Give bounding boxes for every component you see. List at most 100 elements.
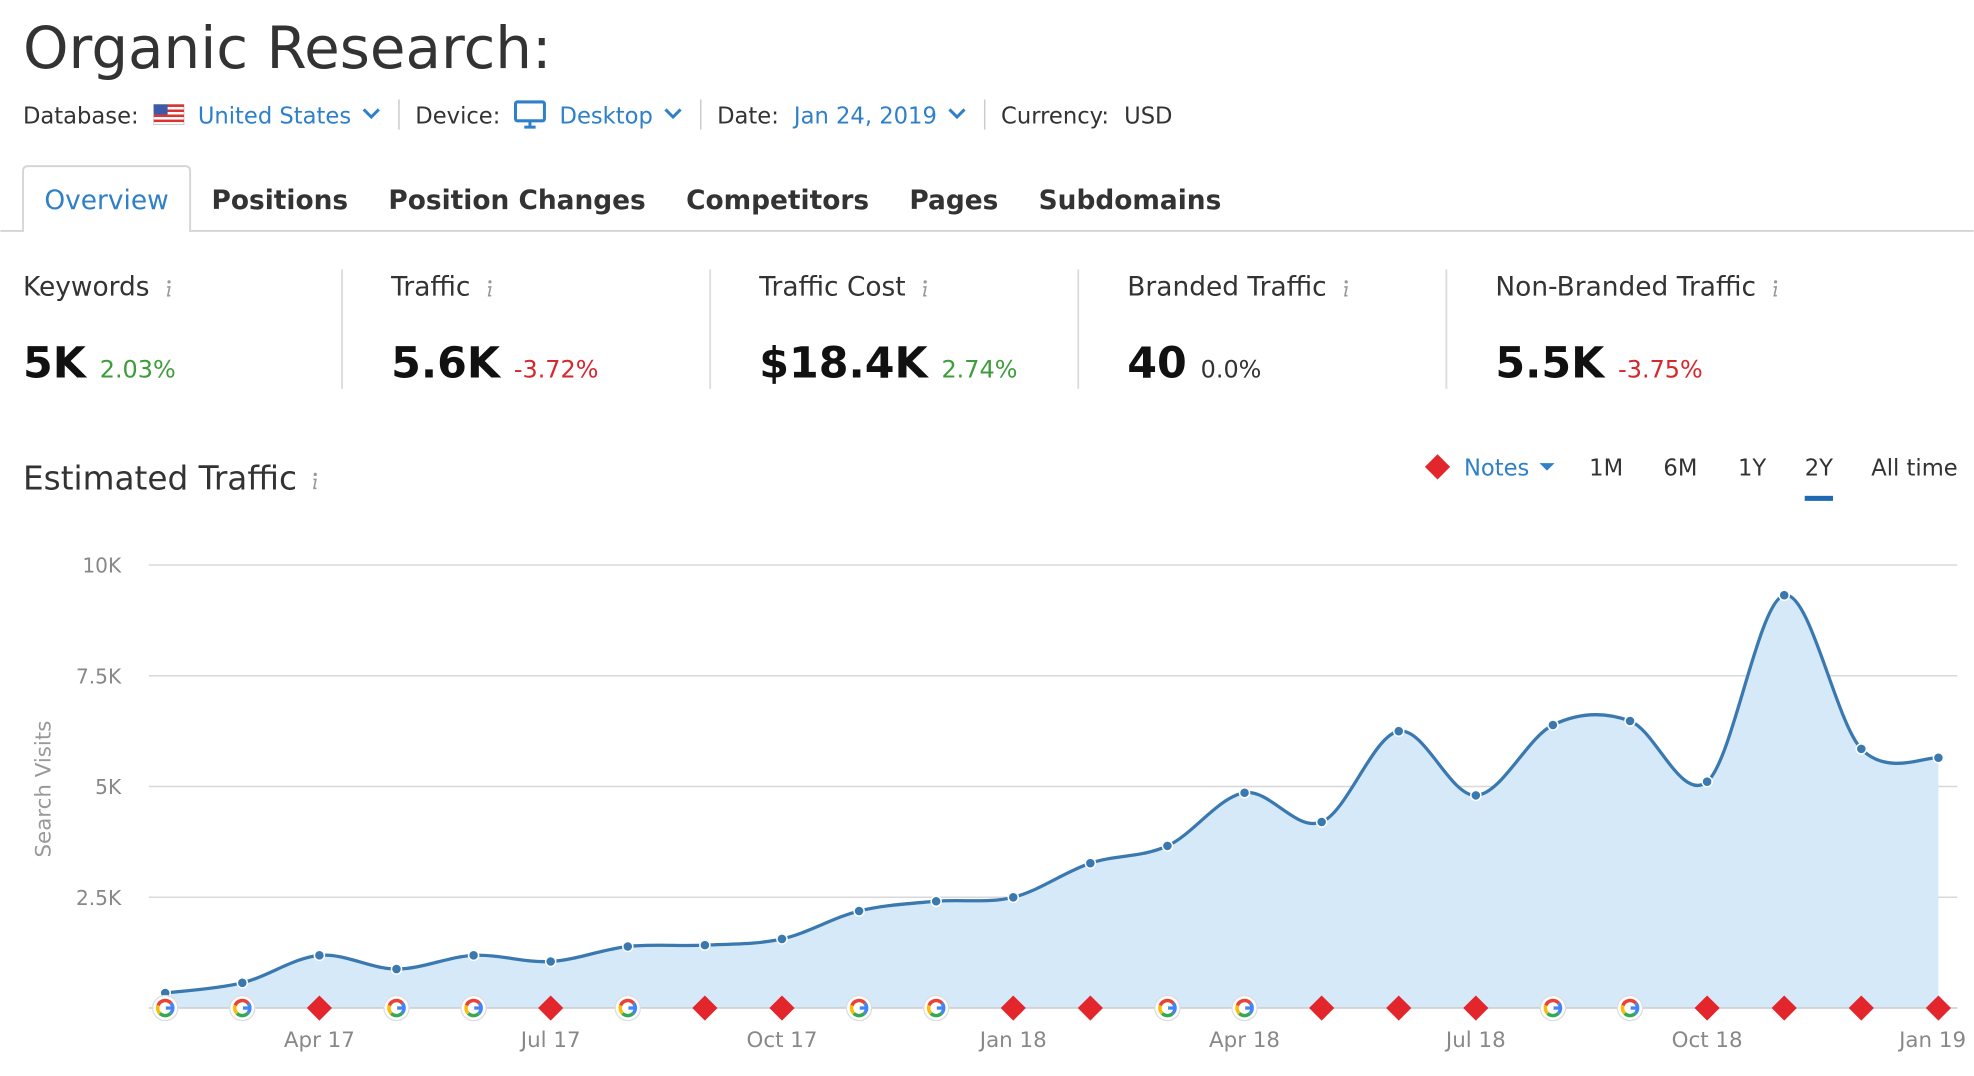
chevron[interactable] [664, 108, 682, 120]
point[interactable] [1392, 725, 1405, 737]
point[interactable] [467, 949, 480, 962]
note-marker[interactable] [1848, 995, 1874, 1021]
point[interactable] [1161, 840, 1174, 852]
chevron[interactable] [948, 108, 966, 120]
google-update-marker[interactable] [845, 994, 873, 1022]
x-tick-label: Jul 17 [519, 1028, 581, 1053]
point[interactable] [1470, 789, 1482, 802]
google-arc [927, 998, 944, 1007]
info-stem [312, 478, 317, 490]
tab[interactable]: Competitors [686, 185, 869, 216]
point[interactable] [1778, 589, 1791, 601]
notes-button[interactable]: Notes [1464, 456, 1529, 482]
page-title: Organic Research: [23, 14, 551, 82]
point[interactable] [776, 933, 788, 945]
x-tick-label: Jan 18 [978, 1028, 1047, 1053]
tab[interactable]: Subdomains [1039, 185, 1222, 216]
tab-active-gap [24, 229, 189, 233]
filter-value: USD [1124, 103, 1172, 129]
flag-canton [153, 104, 168, 115]
point[interactable] [1007, 891, 1020, 904]
point[interactable] [1701, 775, 1713, 788]
point[interactable] [699, 939, 711, 951]
range-button[interactable]: 1M [1589, 456, 1623, 482]
google-arc [1623, 1011, 1637, 1018]
google-arc [1237, 1011, 1252, 1018]
chevron[interactable] [362, 108, 380, 120]
metric-value: 5.5K [1495, 339, 1606, 389]
point[interactable] [621, 940, 634, 953]
point[interactable] [1547, 719, 1559, 731]
google-update-marker[interactable] [1154, 994, 1181, 1022]
filter-value[interactable]: United States [198, 103, 351, 129]
notes-diamond[interactable] [1424, 454, 1451, 480]
google-arc [850, 998, 867, 1007]
note-marker[interactable] [1694, 995, 1720, 1021]
point[interactable] [1238, 786, 1251, 799]
google-update-marker[interactable] [383, 994, 410, 1022]
point[interactable] [1855, 743, 1868, 755]
google-arc [618, 1004, 624, 1015]
y-tick-label: 10K [82, 554, 122, 578]
google-arc [621, 1011, 635, 1018]
y-tick-label: 7.5K [76, 664, 122, 688]
google-update-marker[interactable] [229, 994, 256, 1022]
point[interactable] [1315, 816, 1328, 828]
point[interactable] [390, 963, 403, 975]
note-marker[interactable] [1463, 995, 1489, 1021]
tab[interactable]: Position Changes [388, 185, 645, 216]
point[interactable] [313, 949, 326, 962]
note-marker[interactable] [1309, 995, 1335, 1021]
tab[interactable]: Positions [212, 185, 349, 216]
point[interactable] [930, 895, 942, 908]
info-stem [166, 286, 171, 297]
info-dot [488, 280, 492, 284]
info-dot [1344, 280, 1348, 284]
note-marker[interactable] [1771, 995, 1797, 1021]
google-update-marker[interactable] [1231, 994, 1258, 1022]
note-marker[interactable] [1925, 995, 1951, 1021]
point[interactable] [544, 955, 557, 968]
note-marker[interactable] [1386, 995, 1412, 1021]
google-arc [158, 1011, 172, 1018]
google-update-marker[interactable] [922, 994, 950, 1022]
google-arc [467, 1011, 481, 1018]
google-arc [619, 998, 635, 1007]
metric-change: -3.72% [514, 356, 599, 384]
metric-change: 0.0% [1201, 356, 1262, 384]
note-marker[interactable] [692, 995, 718, 1021]
google-update-marker[interactable] [1539, 994, 1567, 1022]
filter-label: Database: [23, 103, 139, 129]
area-fill [165, 595, 1939, 1009]
google-arc [1544, 998, 1561, 1007]
x-tick-label: Apr 17 [284, 1028, 355, 1053]
range-button[interactable]: All time [1871, 456, 1957, 482]
filter-value[interactable]: Jan 24, 2019 [792, 103, 937, 129]
tab[interactable]: Overview [44, 185, 168, 216]
tab[interactable]: Pages [909, 185, 998, 216]
point[interactable] [236, 977, 249, 989]
note-marker[interactable] [1000, 995, 1026, 1021]
google-update-marker[interactable] [151, 994, 179, 1022]
flag-stripe [153, 104, 184, 107]
google-arc [464, 1004, 470, 1015]
google-arc [387, 1004, 393, 1015]
note-marker[interactable] [769, 995, 795, 1021]
info-stem [1343, 286, 1348, 297]
google-update-marker[interactable] [460, 994, 487, 1022]
google-update-marker[interactable] [614, 994, 642, 1022]
point[interactable] [1084, 857, 1097, 869]
google-arc [926, 1004, 933, 1015]
metric-change: 2.74% [941, 356, 1017, 384]
point[interactable] [853, 905, 865, 917]
range-button[interactable]: 1Y [1738, 456, 1766, 482]
google-arc [852, 1011, 866, 1018]
range-button[interactable]: 6M [1663, 456, 1697, 482]
info-dot [1773, 280, 1778, 284]
point[interactable] [1624, 715, 1636, 727]
point[interactable] [1932, 751, 1945, 764]
filter-value[interactable]: Desktop [560, 103, 653, 129]
google-update-marker[interactable] [1616, 994, 1644, 1022]
range-button[interactable]: 2Y [1805, 456, 1833, 482]
